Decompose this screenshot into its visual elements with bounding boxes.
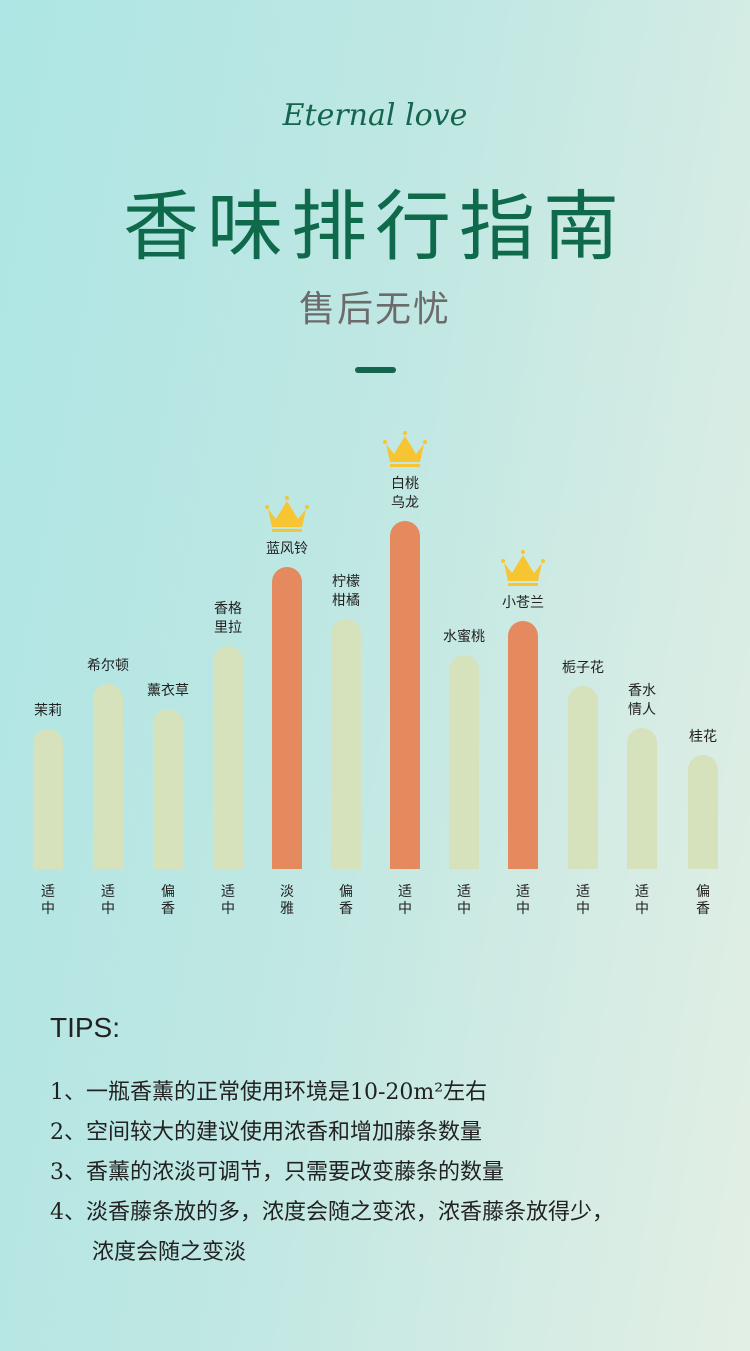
- bar-label: 柠檬: [332, 574, 360, 590]
- intensity-label: 适: [101, 884, 115, 900]
- tip-item: 3、香薰的浓淡可调节，只需要改变藤条的数量: [50, 1160, 504, 1185]
- intensity-label: 适: [635, 884, 649, 900]
- intensity-label: 偏: [161, 884, 175, 900]
- intensity-label: 适: [516, 884, 530, 900]
- bar-label: 里拉: [214, 620, 242, 636]
- bar: [688, 755, 718, 869]
- intensity-label: 适: [576, 884, 590, 900]
- bar-label: 柑橘: [332, 593, 360, 609]
- bar: [508, 621, 538, 869]
- bar: [331, 619, 361, 869]
- intensity-label: 偏: [339, 884, 353, 900]
- bar-label: 薰衣草: [147, 683, 189, 699]
- bar: [449, 655, 479, 869]
- bar: [272, 567, 302, 869]
- tip-item: 1、一瓶香薰的正常使用环境是10-20m²左右: [50, 1080, 488, 1105]
- bar-label: 情人: [628, 702, 656, 718]
- bar: [153, 709, 183, 869]
- fragrance-ranking-chart: 茉莉适中希尔顿适中薰衣草偏香香格里拉适中蓝风铃淡雅柠檬柑橘偏香白桃乌龙适中水蜜桃…: [33, 431, 718, 917]
- intensity-label: 中: [101, 901, 115, 917]
- intensity-label: 中: [221, 901, 235, 917]
- intensity-label: 偏: [696, 884, 710, 900]
- intensity-label: 雅: [280, 901, 294, 917]
- crown-icon: [383, 431, 427, 467]
- bar-label: 茉莉: [34, 702, 62, 719]
- intensity-label: 中: [635, 901, 649, 917]
- page-subtitle: 售后无忧: [298, 289, 451, 330]
- page-title: 香味排行指南: [123, 182, 627, 271]
- intensity-label: 适: [221, 884, 235, 900]
- bar-label: 白桃: [391, 476, 419, 492]
- bar: [568, 686, 598, 869]
- bar: [93, 684, 123, 869]
- intensity-label: 香: [339, 901, 353, 917]
- intensity-label: 淡: [280, 884, 294, 900]
- intensity-label: 香: [161, 901, 175, 917]
- bar: [33, 729, 63, 869]
- crown-icon: [501, 550, 545, 586]
- bar: [627, 728, 657, 869]
- bar-label: 栀子花: [562, 660, 604, 676]
- intensity-label: 适: [398, 884, 412, 900]
- tip-item: 浓度会随之变淡: [92, 1240, 247, 1265]
- intensity-label: 中: [398, 901, 412, 917]
- intensity-label: 中: [576, 901, 590, 917]
- english-tagline: Eternal love: [282, 98, 468, 133]
- crown-icon: [265, 496, 309, 532]
- bar-label: 水蜜桃: [443, 629, 485, 645]
- bar-label: 小苍兰: [502, 595, 544, 611]
- intensity-label: 香: [696, 901, 710, 917]
- divider: [355, 367, 396, 373]
- bar-label: 桂花: [689, 729, 717, 745]
- intensity-label: 中: [41, 901, 55, 917]
- bar-label: 蓝风铃: [266, 541, 308, 557]
- bar-label: 香水: [628, 683, 656, 699]
- tip-item: 4、淡香藤条放的多，浓度会随之变浓，浓香藤条放得少，: [50, 1200, 614, 1225]
- bar-label: 希尔顿: [87, 658, 129, 674]
- intensity-label: 适: [457, 884, 471, 900]
- tips-heading: TIPS:: [50, 1012, 121, 1043]
- tip-item: 2、空间较大的建议使用浓香和增加藤条数量: [50, 1120, 482, 1145]
- intensity-label: 适: [41, 884, 55, 900]
- bar-label: 香格: [214, 601, 242, 617]
- bar-label: 乌龙: [391, 495, 419, 511]
- intensity-label: 中: [516, 901, 530, 917]
- bar: [390, 521, 420, 869]
- bar: [213, 646, 243, 869]
- intensity-label: 中: [457, 901, 471, 917]
